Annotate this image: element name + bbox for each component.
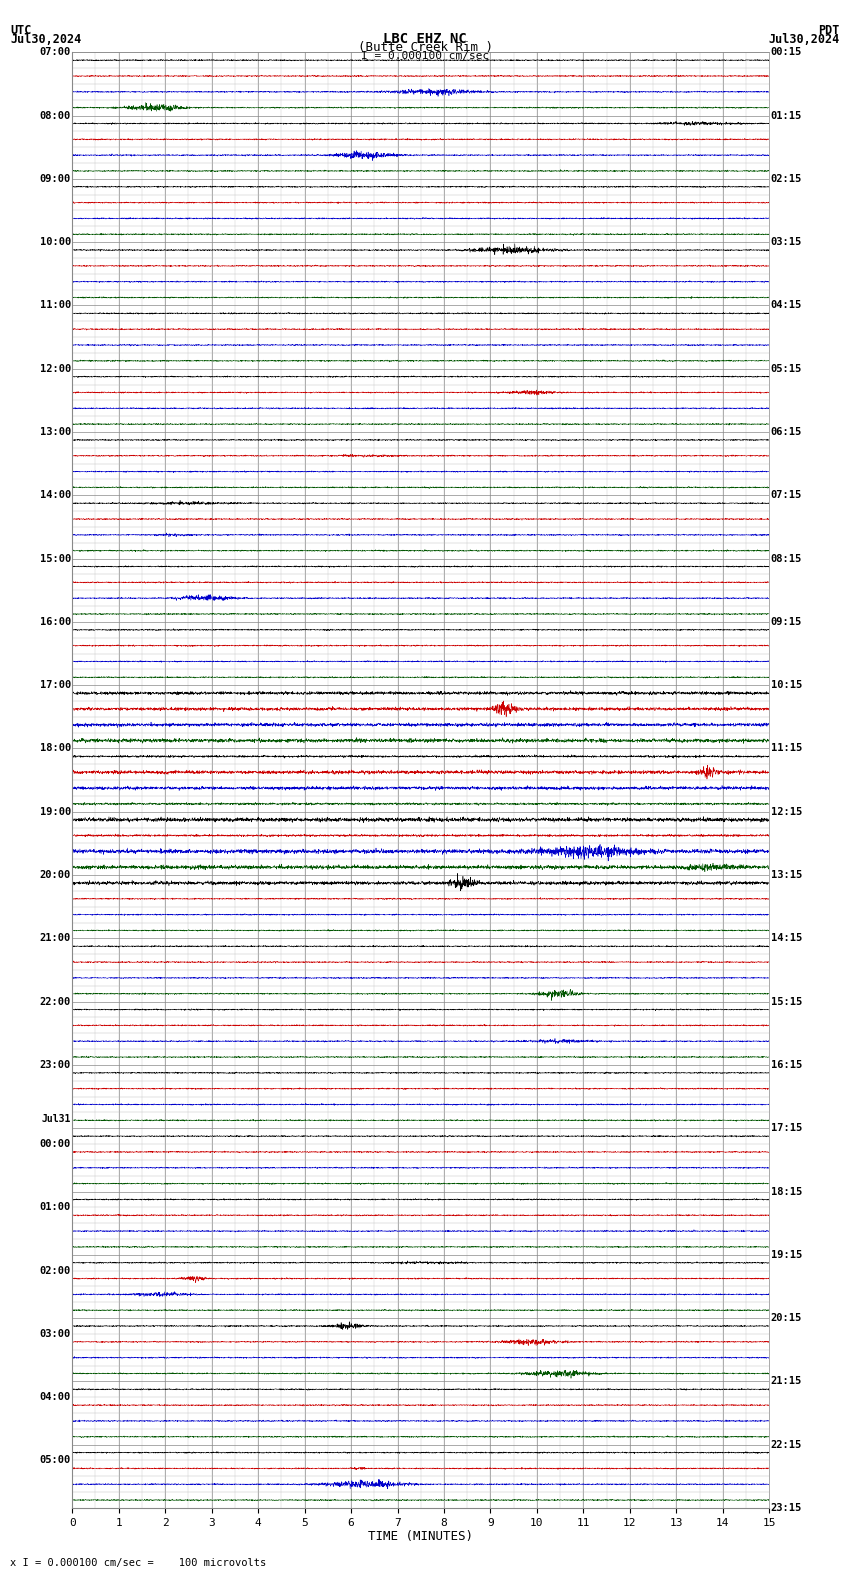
Text: 23:00: 23:00 <box>40 1060 71 1069</box>
Text: Jul30,2024: Jul30,2024 <box>10 33 82 46</box>
Text: 00:00: 00:00 <box>40 1139 71 1148</box>
Text: 08:15: 08:15 <box>771 553 802 564</box>
Text: 02:15: 02:15 <box>771 174 802 184</box>
Text: 10:00: 10:00 <box>40 238 71 247</box>
Text: Jul31: Jul31 <box>42 1114 71 1125</box>
Text: 04:00: 04:00 <box>40 1392 71 1402</box>
Text: 01:00: 01:00 <box>40 1202 71 1212</box>
Text: 07:00: 07:00 <box>40 48 71 57</box>
Text: 14:15: 14:15 <box>771 933 802 944</box>
Text: 17:15: 17:15 <box>771 1123 802 1133</box>
Text: 10:15: 10:15 <box>771 680 802 691</box>
Text: 18:15: 18:15 <box>771 1186 802 1196</box>
Text: 16:15: 16:15 <box>771 1060 802 1069</box>
Text: 07:15: 07:15 <box>771 491 802 501</box>
Text: 02:00: 02:00 <box>40 1266 71 1275</box>
Text: 13:15: 13:15 <box>771 870 802 881</box>
Text: 09:15: 09:15 <box>771 616 802 627</box>
Text: 04:15: 04:15 <box>771 301 802 310</box>
Text: x I = 0.000100 cm/sec =    100 microvolts: x I = 0.000100 cm/sec = 100 microvolts <box>10 1559 266 1568</box>
Text: 15:15: 15:15 <box>771 996 802 1007</box>
Text: 12:15: 12:15 <box>771 806 802 817</box>
Text: 06:15: 06:15 <box>771 428 802 437</box>
Text: (Butte Creek Rim ): (Butte Creek Rim ) <box>358 41 492 54</box>
Text: Jul30,2024: Jul30,2024 <box>768 33 840 46</box>
Text: 11:15: 11:15 <box>771 743 802 754</box>
Text: 14:00: 14:00 <box>40 491 71 501</box>
Text: 01:15: 01:15 <box>771 111 802 120</box>
Text: 22:00: 22:00 <box>40 996 71 1007</box>
Text: LBC EHZ NC: LBC EHZ NC <box>383 32 467 46</box>
Text: 18:00: 18:00 <box>40 743 71 754</box>
Text: 19:00: 19:00 <box>40 806 71 817</box>
Text: 13:00: 13:00 <box>40 428 71 437</box>
Text: 09:00: 09:00 <box>40 174 71 184</box>
Text: 11:00: 11:00 <box>40 301 71 310</box>
Text: 20:15: 20:15 <box>771 1313 802 1323</box>
Text: 00:15: 00:15 <box>771 48 802 57</box>
Text: 16:00: 16:00 <box>40 616 71 627</box>
Text: 03:15: 03:15 <box>771 238 802 247</box>
Text: 08:00: 08:00 <box>40 111 71 120</box>
Text: 05:15: 05:15 <box>771 364 802 374</box>
X-axis label: TIME (MINUTES): TIME (MINUTES) <box>368 1530 473 1543</box>
Text: 22:15: 22:15 <box>771 1440 802 1449</box>
Text: UTC: UTC <box>10 24 31 36</box>
Text: 12:00: 12:00 <box>40 364 71 374</box>
Text: 17:00: 17:00 <box>40 680 71 691</box>
Text: 03:00: 03:00 <box>40 1329 71 1338</box>
Text: I = 0.000100 cm/sec: I = 0.000100 cm/sec <box>361 51 489 60</box>
Text: 21:00: 21:00 <box>40 933 71 944</box>
Text: PDT: PDT <box>819 24 840 36</box>
Text: 21:15: 21:15 <box>771 1376 802 1386</box>
Text: 19:15: 19:15 <box>771 1250 802 1259</box>
Text: 15:00: 15:00 <box>40 553 71 564</box>
Text: 05:00: 05:00 <box>40 1456 71 1465</box>
Text: 23:15: 23:15 <box>771 1503 802 1513</box>
Text: 20:00: 20:00 <box>40 870 71 881</box>
